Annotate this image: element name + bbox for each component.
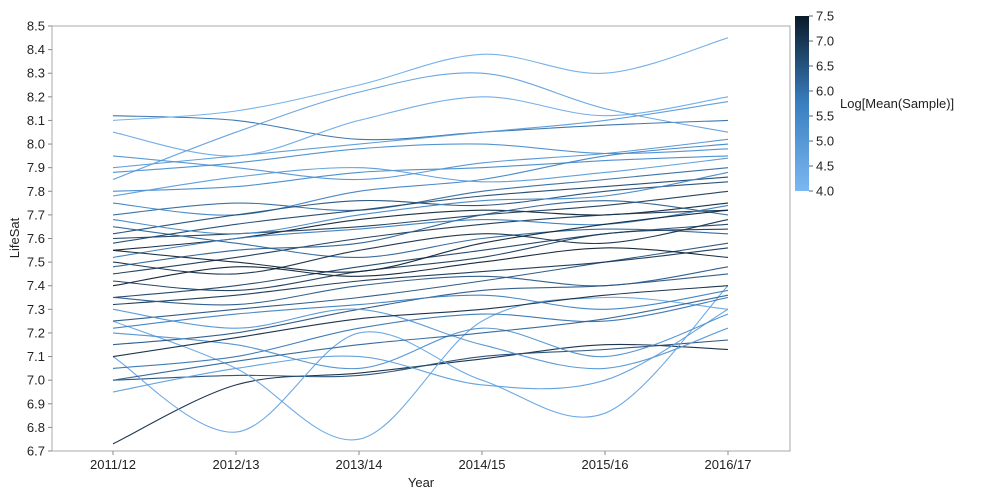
y-tick-label: 6.8 <box>27 420 45 435</box>
color-scale-tick-label: 5.0 <box>816 134 834 149</box>
series-line <box>112 96 729 157</box>
color-scale-tick-label: 7.0 <box>816 34 834 49</box>
series-layer <box>112 37 729 445</box>
series-line <box>112 339 729 381</box>
y-tick-label: 8.2 <box>27 89 45 104</box>
x-tick-label: 2013/14 <box>336 457 383 472</box>
color-scale-title: Log[Mean(Sample)] <box>840 96 954 111</box>
series-line <box>112 228 729 292</box>
y-tick-label: 7.5 <box>27 255 45 270</box>
color-scale-tick-label: 4.5 <box>816 159 834 174</box>
series-line <box>112 72 729 181</box>
series-line <box>112 313 729 370</box>
series-line <box>112 247 729 306</box>
series-line <box>112 308 729 393</box>
x-axis-title: Year <box>408 475 435 490</box>
y-tick-label: 8.1 <box>27 113 45 128</box>
y-tick-label: 7.1 <box>27 349 45 364</box>
y-axis: 6.7 6.8 6.9 7.0 7.1 7.2 7.3 7.4 7.5 7.6 7.7 7.8 7.9 8… <box>27 19 52 459</box>
y-tick-label: 7.0 <box>27 373 45 388</box>
series-line <box>112 157 729 197</box>
series-line <box>112 155 729 192</box>
y-axis-title: LifeSat <box>7 217 22 258</box>
series-line <box>112 101 729 169</box>
series-line <box>112 294 729 381</box>
series-line <box>112 308 729 370</box>
y-tick-label: 7.6 <box>27 231 45 246</box>
x-tick-label: 2015/16 <box>582 457 629 472</box>
color-scale-ticks: 4.0 4.5 5.0 5.5 6.0 6.5 7.0 7.5 <box>809 9 834 199</box>
y-tick-label: 7.3 <box>27 302 45 317</box>
y-tick-label: 7.9 <box>27 160 45 175</box>
x-tick-label: 2016/17 <box>705 457 752 472</box>
y-tick-label: 8.4 <box>27 42 45 57</box>
series-line <box>112 289 729 329</box>
series-line <box>112 37 729 121</box>
y-tick-label: 6.7 <box>27 444 45 459</box>
y-tick-label: 7.2 <box>27 325 45 340</box>
x-tick-label: 2012/13 <box>213 457 260 472</box>
series-line <box>112 209 729 275</box>
color-scale-tick-label: 5.5 <box>816 109 834 124</box>
y-tick-label: 7.7 <box>27 207 45 222</box>
x-tick-label: 2011/12 <box>90 457 136 472</box>
series-line <box>112 296 729 441</box>
series-line <box>112 181 729 235</box>
color-scale-tick-label: 7.5 <box>816 9 834 24</box>
y-tick-label: 8.0 <box>27 137 45 152</box>
series-line <box>112 190 729 240</box>
series-line <box>112 285 729 358</box>
series-line <box>112 209 729 273</box>
series-line <box>112 204 729 258</box>
x-axis: 2011/12 2012/13 2013/14 2014/15 2015/16 2016/… <box>90 451 752 472</box>
y-tick-label: 8.5 <box>27 19 45 34</box>
series-line <box>112 247 729 287</box>
series-line <box>112 219 729 275</box>
series-line <box>112 167 729 216</box>
series-line <box>112 285 729 433</box>
series-line <box>112 296 729 369</box>
series-line <box>112 242 729 322</box>
y-tick-label: 6.9 <box>27 396 45 411</box>
series-line <box>112 115 729 141</box>
series-line <box>112 200 729 268</box>
series-line <box>112 143 729 173</box>
color-scale-tick-label: 6.0 <box>816 84 834 99</box>
plot-frame <box>51 25 791 452</box>
color-scale-bar <box>795 16 809 191</box>
series-line <box>112 266 729 306</box>
y-tick-label: 7.8 <box>27 184 45 199</box>
y-tick-label: 8.3 <box>27 66 45 81</box>
series-line <box>112 226 729 258</box>
x-tick-label: 2014/15 <box>459 457 506 472</box>
series-line <box>112 171 729 235</box>
series-line <box>112 138 729 181</box>
color-scale-tick-label: 4.0 <box>816 184 834 199</box>
color-scale-tick-label: 6.5 <box>816 59 834 74</box>
y-tick-label: 7.4 <box>27 278 45 293</box>
